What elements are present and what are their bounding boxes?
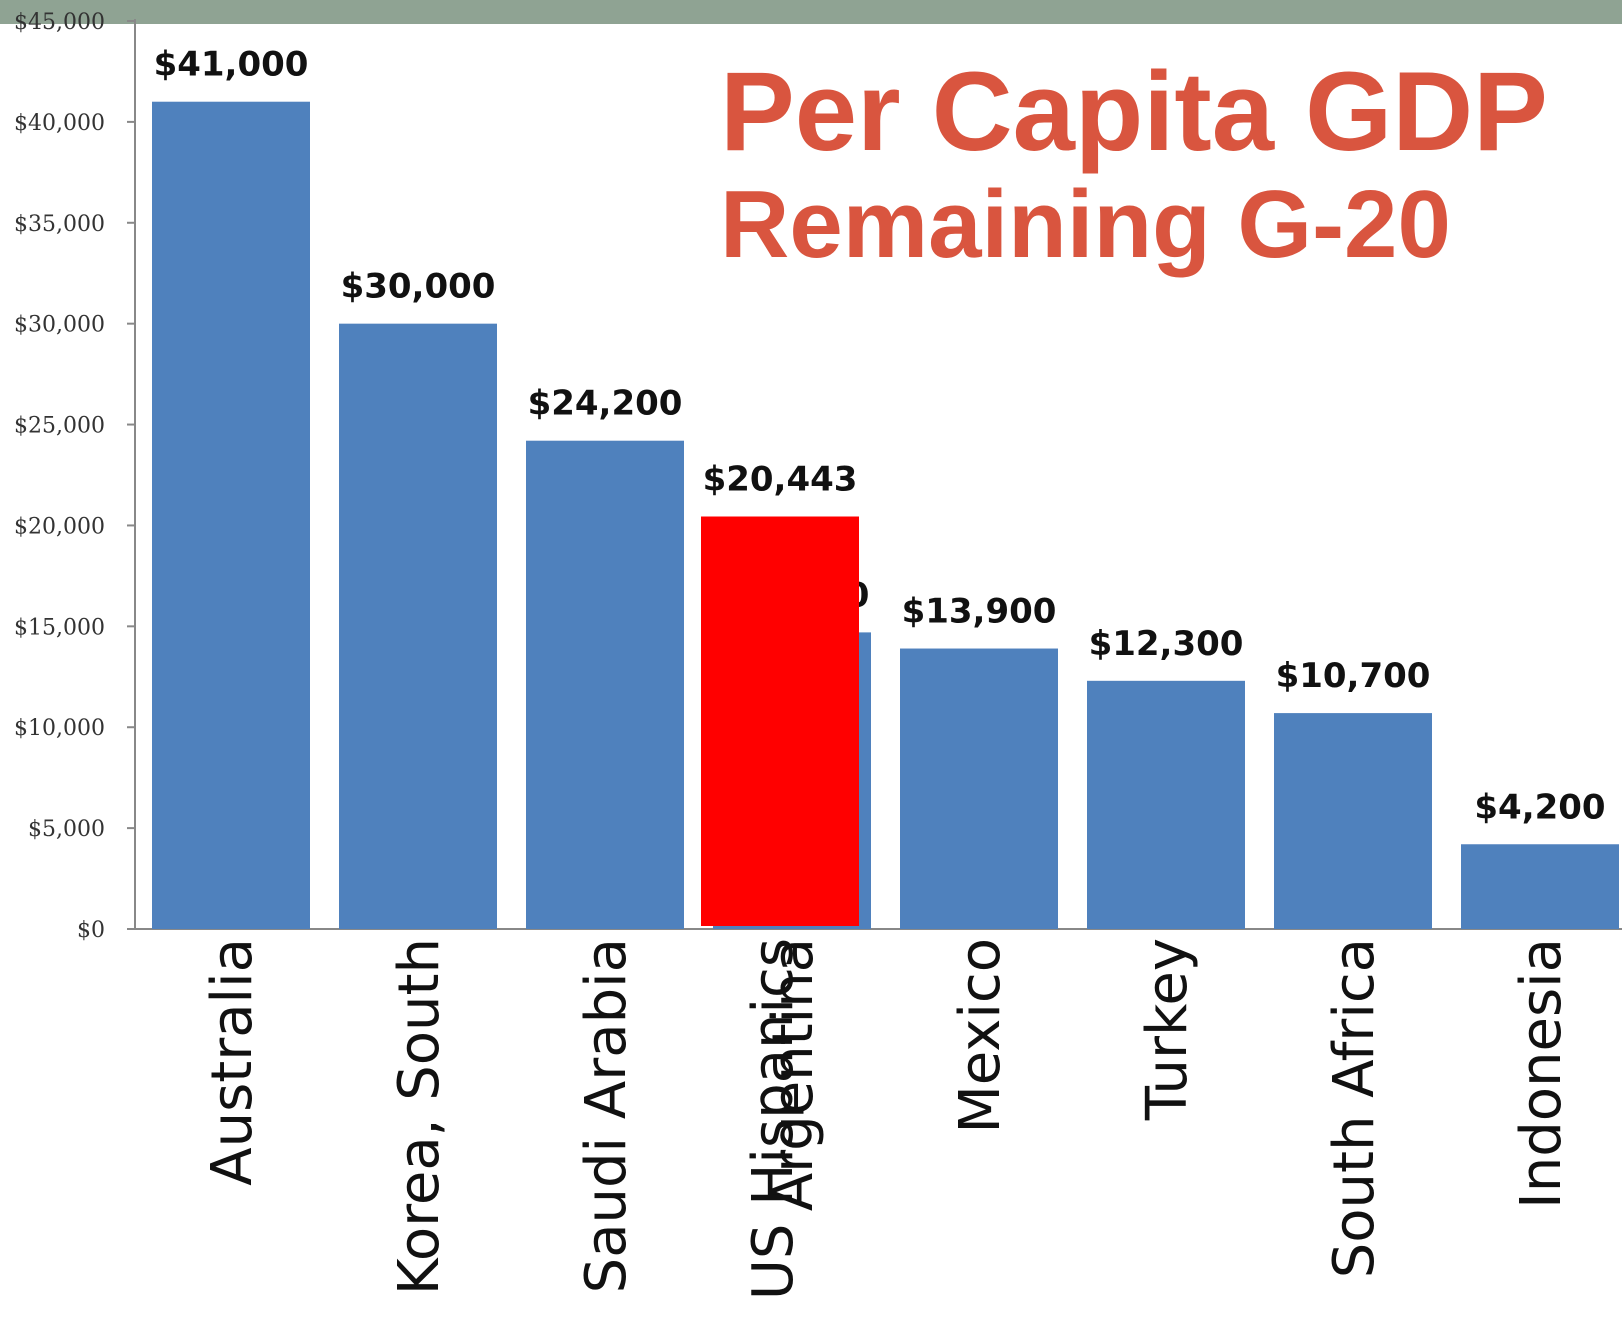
category-label: Mexico — [948, 938, 1013, 1134]
bar — [900, 648, 1058, 929]
top-band — [0, 0, 1622, 24]
category-labels: Australia Korea, South Saudi Arabia Argenti… — [200, 938, 1574, 1300]
labels-layer: $41,000$30,000$24,200$14,700$13,900$12,3… — [154, 45, 1606, 926]
data-label: $10,700 — [1276, 656, 1431, 696]
data-label: $4,200 — [1474, 787, 1605, 827]
data-label: $13,900 — [902, 592, 1057, 632]
category-label: Saudi Arabia — [574, 938, 639, 1293]
subtitle: Remaining G-20 — [720, 170, 1451, 278]
title: Per Capita GDP — [720, 49, 1548, 174]
bar — [526, 440, 684, 929]
y-tick-label: $20,000 — [14, 514, 105, 539]
y-tick-label: $0 — [77, 918, 105, 943]
bar — [152, 101, 310, 929]
y-tick-label: $25,000 — [14, 414, 105, 439]
data-label: $12,300 — [1089, 624, 1244, 664]
axis-layer: $0 $5,000 $10,000 $15,000 $20,000 $25,000 $30,… — [14, 10, 1622, 943]
y-tick-label: $5,000 — [28, 817, 105, 842]
bar — [339, 323, 497, 930]
bar — [1461, 844, 1619, 929]
data-label: $24,200 — [528, 384, 683, 424]
y-tick-label: $40,000 — [14, 111, 105, 136]
category-label: Korea, South — [387, 938, 452, 1295]
category-label: South Africa — [1322, 938, 1387, 1278]
data-label: $30,000 — [341, 267, 496, 307]
data-label: $41,000 — [154, 45, 309, 85]
category-label: Turkey — [1135, 938, 1200, 1121]
y-tick-label: $35,000 — [14, 212, 105, 237]
category-label: Indonesia — [1509, 938, 1574, 1209]
category-label: Australia — [200, 938, 265, 1186]
y-tick-label: $30,000 — [14, 313, 105, 338]
y-tick-label: $10,000 — [14, 716, 105, 741]
overlay-category-label: US Hispanics — [741, 938, 806, 1300]
bar — [1087, 680, 1245, 929]
chart-title: Per Capita GDP Remaining G-20 — [720, 49, 1548, 278]
overlay-bar — [701, 516, 859, 926]
y-tick-label: $15,000 — [14, 615, 105, 640]
bar — [1274, 713, 1432, 929]
overlay-data-label: $20,443 — [703, 460, 858, 500]
category-label: Argentina — [761, 938, 826, 1211]
y-tick-label: $45,000 — [14, 10, 105, 35]
